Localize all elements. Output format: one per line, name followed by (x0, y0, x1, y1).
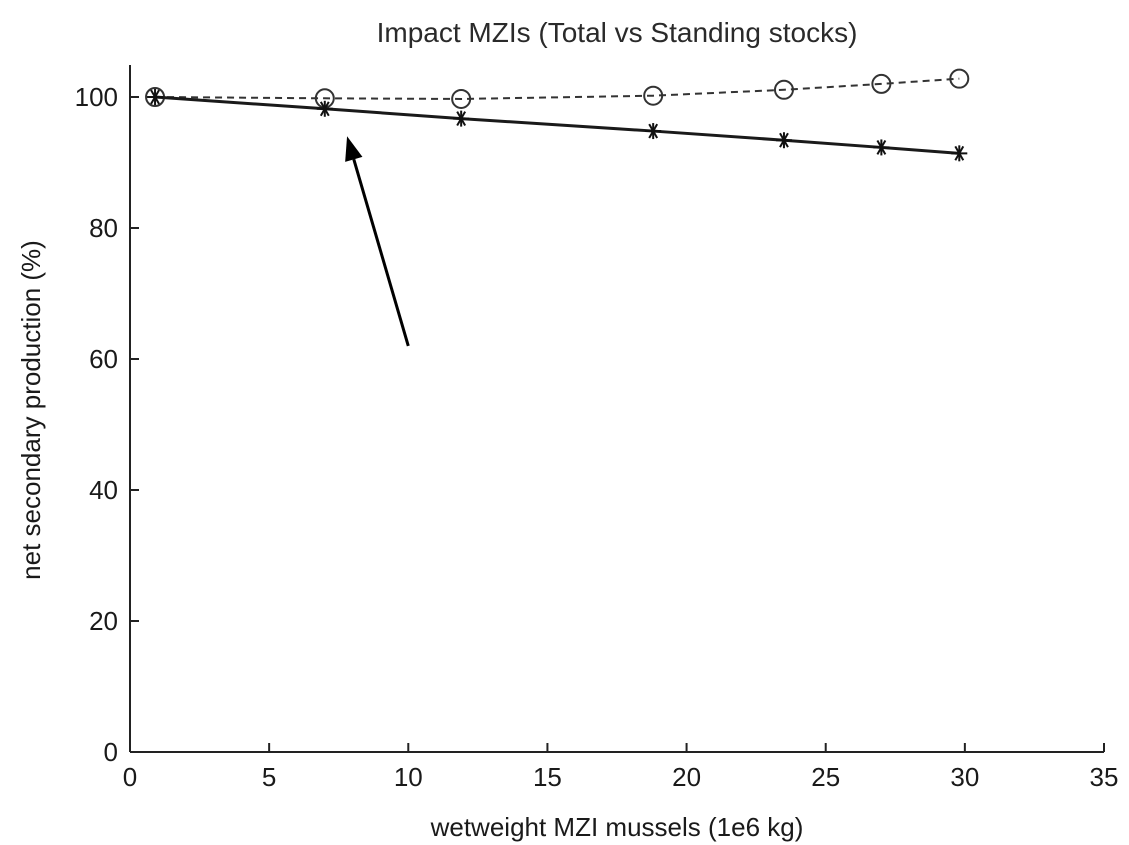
annotation-group (345, 136, 410, 347)
x-tick-label: 35 (1090, 762, 1119, 792)
series-2-point (873, 139, 890, 156)
y-axis-label: net secondary production (%) (16, 240, 46, 580)
series-2-point (951, 145, 968, 162)
x-ticks: 0 5 10 15 20 25 30 35 (123, 743, 1119, 792)
annotation-arrow (345, 136, 410, 347)
x-tick-label: 5 (262, 762, 276, 792)
x-tick-label: 10 (394, 762, 423, 792)
series-1-point (643, 85, 664, 106)
series-1-point (871, 73, 892, 94)
series-2-point (316, 100, 333, 117)
x-tick-label: 20 (672, 762, 701, 792)
series-2-point (775, 132, 792, 149)
x-tick-label: 15 (533, 762, 562, 792)
y-tick-label: 20 (89, 606, 118, 636)
chart-title: Impact MZIs (Total vs Standing stocks) (377, 17, 858, 48)
x-tick-label: 30 (950, 762, 979, 792)
series-2-point (645, 123, 662, 140)
y-tick-label: 60 (89, 344, 118, 374)
series-1-point (451, 88, 472, 109)
y-ticks: 0 20 40 60 80 100 (75, 82, 139, 767)
x-tick-label: 25 (811, 762, 840, 792)
series-2-point (453, 110, 470, 127)
x-tick-label: 0 (123, 762, 137, 792)
series-1-point (773, 79, 794, 100)
series-1-point (949, 68, 970, 89)
y-tick-label: 80 (89, 213, 118, 243)
y-tick-label: 40 (89, 475, 118, 505)
series-group (145, 68, 970, 162)
y-tick-label: 0 (104, 737, 118, 767)
plot-area: 0 5 10 15 20 25 30 35 0 20 40 60 80 100 (75, 65, 1119, 792)
x-axis-label: wetweight MZI mussels (1e6 kg) (430, 812, 804, 842)
y-tick-label: 100 (75, 82, 118, 112)
series-2-point (147, 89, 164, 105)
series-1-line (155, 77, 960, 100)
